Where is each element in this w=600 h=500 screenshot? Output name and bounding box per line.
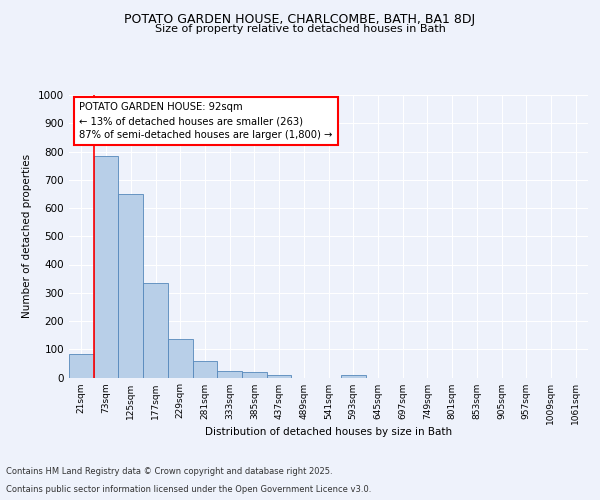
Text: Contains HM Land Registry data © Crown copyright and database right 2025.: Contains HM Land Registry data © Crown c… (6, 467, 332, 476)
Bar (193, 360, 217, 378)
Y-axis label: Number of detached properties: Number of detached properties (22, 154, 32, 318)
Bar (168, 340, 193, 378)
Text: POTATO GARDEN HOUSE: 92sqm
← 13% of detached houses are smaller (263)
87% of sem: POTATO GARDEN HOUSE: 92sqm ← 13% of deta… (79, 102, 333, 140)
Bar (118, 194, 143, 378)
Text: Contains public sector information licensed under the Open Government Licence v3: Contains public sector information licen… (6, 485, 371, 494)
Bar (217, 372, 242, 378)
Bar (267, 374, 292, 378)
Bar (94, 156, 118, 378)
Text: POTATO GARDEN HOUSE, CHARLCOMBE, BATH, BA1 8DJ: POTATO GARDEN HOUSE, CHARLCOMBE, BATH, B… (124, 12, 476, 26)
Bar (242, 372, 267, 378)
Bar (143, 283, 168, 378)
X-axis label: Distribution of detached houses by size in Bath: Distribution of detached houses by size … (205, 428, 452, 438)
Bar (341, 374, 365, 378)
Text: Size of property relative to detached houses in Bath: Size of property relative to detached ho… (155, 24, 445, 34)
Bar (69, 354, 94, 378)
